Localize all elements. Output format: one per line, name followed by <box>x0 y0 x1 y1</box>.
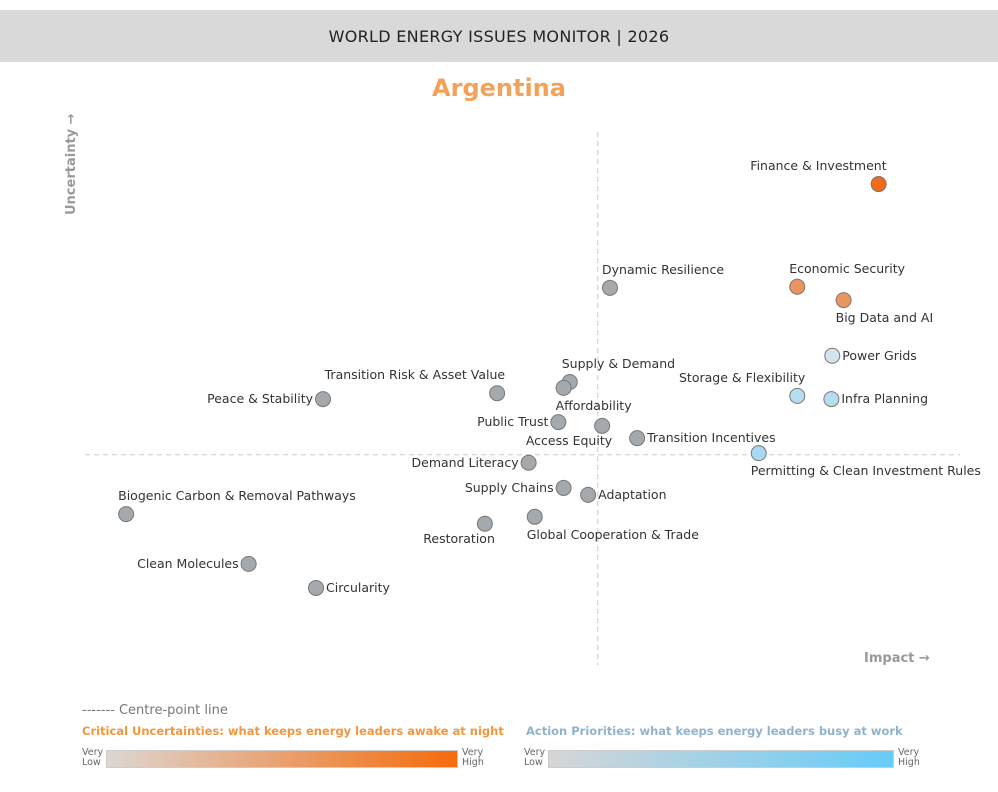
data-point-label: Circularity <box>326 580 391 595</box>
priority-low-label: Very Low <box>524 747 546 768</box>
data-point[interactable] <box>118 506 135 523</box>
data-point-label: Storage & Flexibility <box>679 370 806 385</box>
uncertainty-high-label: Very High <box>462 747 484 768</box>
data-point-label: Clean Molecules <box>137 556 239 571</box>
data-point-label: Dynamic Resilience <box>602 262 724 277</box>
data-point-label: Supply Chains <box>465 480 554 495</box>
data-point-label: Power Grids <box>842 348 917 363</box>
data-point[interactable] <box>315 391 331 408</box>
priority-high-label: Very High <box>898 747 920 768</box>
data-point-label: Global Cooperation & Trade <box>527 527 699 542</box>
header-title: WORLD ENERGY ISSUES MONITOR | 2026 <box>328 26 670 46</box>
data-point-label: Biogenic Carbon & Removal Pathways <box>118 488 356 503</box>
data-point[interactable] <box>594 417 611 434</box>
priority-legend-title: Action Priorities: what keeps energy lea… <box>526 724 903 738</box>
data-point-label: Restoration <box>423 531 495 546</box>
data-point-label: Big Data and AI <box>836 310 934 325</box>
uncertainty-low-label: Very Low <box>82 747 104 768</box>
data-point[interactable] <box>750 445 767 462</box>
data-point-label: Affordability <box>556 398 633 413</box>
data-point-label: Infra Planning <box>841 391 928 406</box>
header-bar: WORLD ENERGY ISSUES MONITOR | 2026 <box>0 10 998 62</box>
data-point-label: Supply & Demand <box>562 356 675 371</box>
data-point[interactable] <box>308 579 324 596</box>
data-point[interactable] <box>489 385 506 402</box>
data-point[interactable] <box>835 292 852 309</box>
data-point[interactable] <box>476 515 493 532</box>
y-axis-label: Uncertainty → <box>64 113 79 215</box>
data-point[interactable] <box>870 176 887 193</box>
data-point[interactable] <box>550 414 567 431</box>
data-point[interactable] <box>580 486 597 503</box>
data-point-label: Adaptation <box>598 487 666 502</box>
uncertainty-legend-title: Critical Uncertainties: what keeps energ… <box>82 724 504 738</box>
uncertainty-gradient-bar <box>106 750 458 768</box>
country-title: Argentina <box>432 74 566 102</box>
data-point-label: Access Equity <box>526 433 613 448</box>
data-point[interactable] <box>555 379 572 396</box>
data-point[interactable] <box>526 508 543 525</box>
data-point-label: Economic Security <box>789 261 905 276</box>
centre-line-legend: ------- Centre-point line <box>82 703 228 718</box>
data-point-label: Transition Incentives <box>646 430 776 445</box>
data-point[interactable] <box>789 387 806 404</box>
priority-gradient-bar <box>548 750 894 768</box>
data-point-label: Permitting & Clean Investment Rules <box>751 463 981 478</box>
data-point[interactable] <box>602 279 618 296</box>
data-point-label: Demand Literacy <box>412 455 520 470</box>
data-point[interactable] <box>823 391 840 408</box>
data-point[interactable] <box>789 278 806 295</box>
data-point-label: Peace & Stability <box>207 391 313 406</box>
data-point[interactable] <box>555 479 572 496</box>
data-point[interactable] <box>520 454 537 471</box>
data-point[interactable] <box>824 347 841 364</box>
data-point[interactable] <box>629 430 646 447</box>
data-point-label: Finance & Investment <box>750 158 886 173</box>
data-point[interactable] <box>240 555 257 572</box>
data-point-label: Transition Risk & Asset Value <box>324 367 506 382</box>
x-axis-label: Impact → <box>864 651 930 666</box>
data-point-label: Public Trust <box>477 414 548 429</box>
